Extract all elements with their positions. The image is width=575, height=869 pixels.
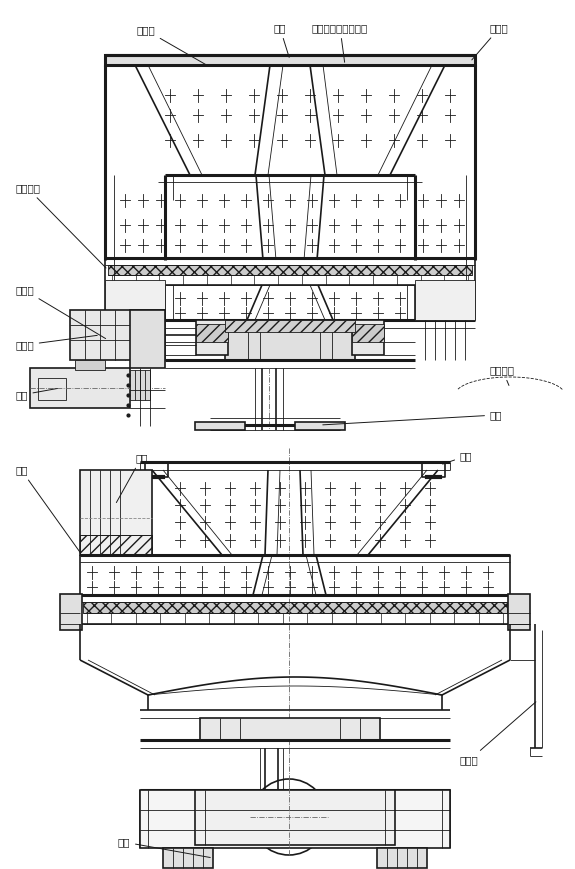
Bar [352,324,384,342]
Text: 底座: 底座 [323,410,503,425]
Text: 注油管: 注油管 [460,702,536,765]
Bar [196,324,228,342]
Text: 圆盘: 圆盘 [274,23,289,57]
Text: 支墩: 支墩 [117,837,210,858]
Text: 接料槽: 接料槽 [15,285,106,339]
Bar [140,790,450,848]
Bar [70,310,165,360]
Text: 小齿轮: 小齿轮 [136,25,208,66]
Bar [225,320,355,332]
Text: 闸门: 闸门 [116,453,148,502]
Text: 电机: 电机 [15,388,58,400]
Bar [415,280,475,320]
Bar [80,470,152,555]
Text: 高分子含油尼龙衬板: 高分子含油尼龙衬板 [312,23,368,63]
Bar [352,320,384,355]
Bar [225,320,355,360]
Text: 回转支承: 回转支承 [15,183,106,268]
Bar [130,310,165,368]
Bar [130,370,150,400]
Text: 刮板: 刮板 [15,465,81,553]
Text: 盖板: 盖板 [443,451,473,464]
Text: 减速器: 减速器 [15,335,97,350]
Bar [38,378,66,400]
Bar [195,422,245,430]
Bar [200,718,380,740]
Bar [295,422,345,430]
Bar [163,848,213,868]
Text: 下料口: 下料口 [472,23,509,60]
Bar [196,320,228,355]
Bar [508,594,530,630]
Bar [60,594,82,630]
Bar [195,790,395,845]
Bar [105,280,165,320]
Bar [75,360,105,370]
Bar [105,55,475,65]
Bar [30,368,130,408]
Text: 输送皮带: 输送皮带 [490,365,515,386]
Bar [377,848,427,868]
Bar [83,602,507,613]
Bar [108,265,472,275]
